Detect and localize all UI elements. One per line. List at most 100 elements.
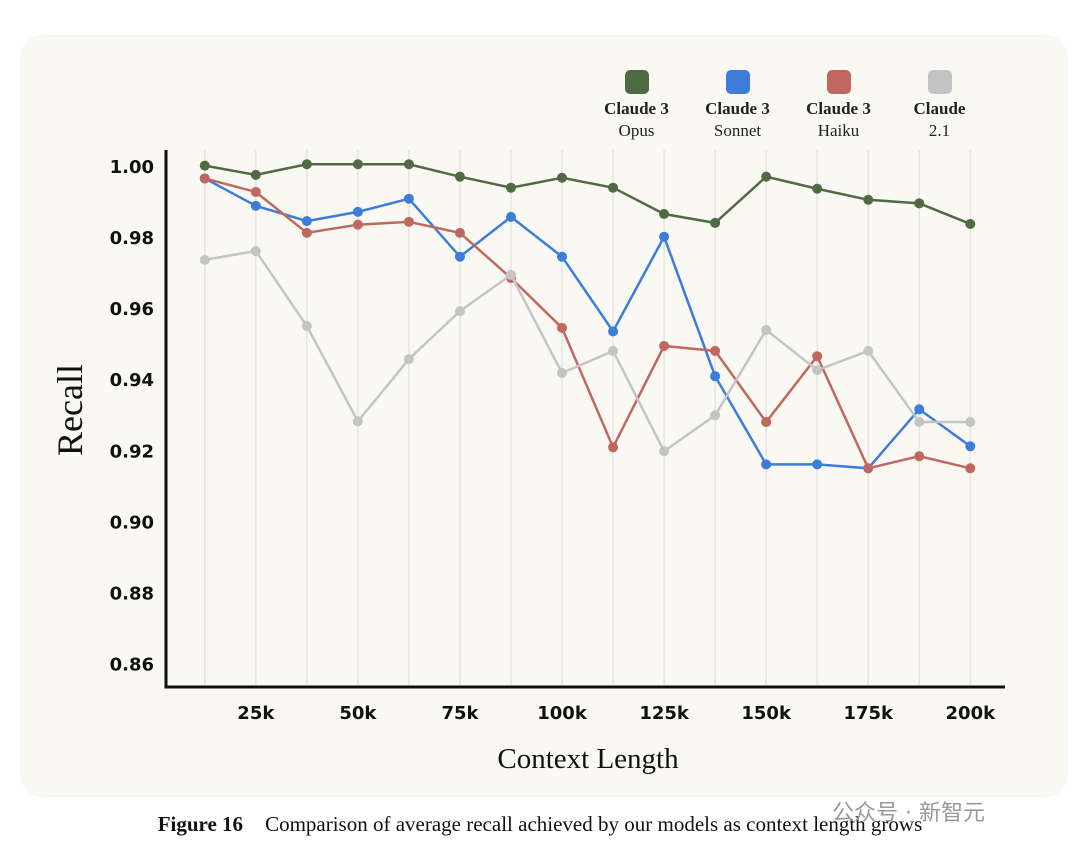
data-point xyxy=(301,216,312,227)
data-point xyxy=(659,446,670,457)
data-point xyxy=(659,340,670,351)
caption-text: Comparison of average recall achieved by… xyxy=(265,812,923,836)
data-point xyxy=(812,459,823,470)
data-point xyxy=(608,345,619,356)
data-point xyxy=(403,159,414,170)
legend-label: Claude 3 Sonnet xyxy=(705,99,770,140)
data-point xyxy=(199,160,210,171)
data-point xyxy=(965,218,976,229)
legend-item: Claude 2.1 xyxy=(889,70,990,142)
data-point xyxy=(914,451,925,462)
y-tick-label: 0.92 xyxy=(110,441,154,462)
data-point xyxy=(812,365,823,376)
data-point xyxy=(761,459,772,470)
data-point xyxy=(659,231,670,242)
y-tick-label: 1.00 xyxy=(110,157,154,178)
legend-item: Claude 3 Opus xyxy=(586,70,687,142)
data-point xyxy=(250,245,261,256)
data-point xyxy=(250,169,261,180)
data-point xyxy=(199,173,210,184)
data-point xyxy=(454,171,465,182)
y-tick-label: 0.90 xyxy=(110,512,154,533)
legend-swatch xyxy=(725,70,750,94)
data-point xyxy=(710,371,721,382)
data-point xyxy=(812,351,823,362)
data-point xyxy=(761,171,772,182)
data-point xyxy=(863,194,874,205)
data-point xyxy=(352,219,363,230)
y-tick-label: 0.96 xyxy=(110,299,154,320)
legend-label: Claude 2.1 xyxy=(913,99,966,140)
data-point xyxy=(710,345,721,356)
x-tick-label: 50k xyxy=(339,703,377,724)
data-point xyxy=(199,254,210,265)
x-tick-label: 175k xyxy=(843,703,894,724)
data-point xyxy=(608,182,619,193)
series-line xyxy=(204,249,971,454)
x-tick-label: 100k xyxy=(537,703,588,724)
x-tick-label: 150k xyxy=(741,703,792,724)
data-point xyxy=(965,441,976,452)
x-axis-label: Context Length xyxy=(497,743,679,775)
data-point xyxy=(250,200,261,211)
data-point xyxy=(301,227,312,238)
data-point xyxy=(301,321,312,332)
data-point xyxy=(965,417,976,428)
data-point xyxy=(761,417,772,428)
y-tick-label: 0.94 xyxy=(110,370,154,391)
legend-label: Claude 3 Opus xyxy=(604,99,669,140)
data-point xyxy=(403,193,414,204)
series-line xyxy=(204,177,971,470)
data-point xyxy=(250,186,261,197)
legend-swatch xyxy=(624,70,649,94)
data-point xyxy=(454,251,465,262)
data-point xyxy=(557,367,568,378)
data-point xyxy=(710,217,721,228)
data-point xyxy=(352,159,363,170)
data-point xyxy=(352,416,363,427)
data-point xyxy=(403,354,414,365)
x-tick-label: 25k xyxy=(237,703,275,724)
data-point xyxy=(965,463,976,474)
y-tick-label: 0.88 xyxy=(110,584,154,605)
series-line xyxy=(204,162,971,226)
data-point xyxy=(659,209,670,220)
legend-swatch xyxy=(826,70,851,94)
data-point xyxy=(557,322,568,333)
data-point xyxy=(352,206,363,217)
caption-label: Figure 16 xyxy=(157,812,244,836)
caption: Figure 16 Comparison of average recall ac… xyxy=(0,812,1080,837)
data-point xyxy=(505,269,516,280)
watermark: 公众号 · 新智元 xyxy=(832,801,985,826)
data-point xyxy=(761,324,772,335)
legend-label: Claude 3 Haiku xyxy=(806,99,871,140)
y-axis-label: Recall xyxy=(50,364,90,456)
data-point xyxy=(863,463,874,474)
data-point xyxy=(608,326,619,337)
legend-item: Claude 3 Haiku xyxy=(788,70,889,142)
series-line xyxy=(204,177,972,470)
data-point xyxy=(863,345,874,356)
data-point xyxy=(914,198,925,209)
data-point xyxy=(914,417,925,428)
data-point xyxy=(608,442,619,453)
data-point xyxy=(505,211,516,222)
x-tick-label: 200k xyxy=(946,703,997,724)
x-tick-label: 75k xyxy=(441,703,479,724)
y-tick-label: 0.86 xyxy=(110,655,154,676)
data-point xyxy=(710,410,721,421)
data-point xyxy=(301,159,312,170)
data-point xyxy=(812,183,823,194)
data-point xyxy=(557,251,568,262)
data-point xyxy=(454,227,465,238)
x-tick-label: 125k xyxy=(639,703,690,724)
legend-item: Claude 3 Sonnet xyxy=(687,70,788,142)
data-point xyxy=(557,172,568,183)
data-point xyxy=(914,404,925,415)
chart-panel xyxy=(20,35,1068,797)
y-tick-label: 0.98 xyxy=(110,228,154,249)
data-point xyxy=(403,216,414,227)
legend: Claude 3 Opus Claude 3 Sonnet Claude 3 Hai… xyxy=(586,70,990,142)
